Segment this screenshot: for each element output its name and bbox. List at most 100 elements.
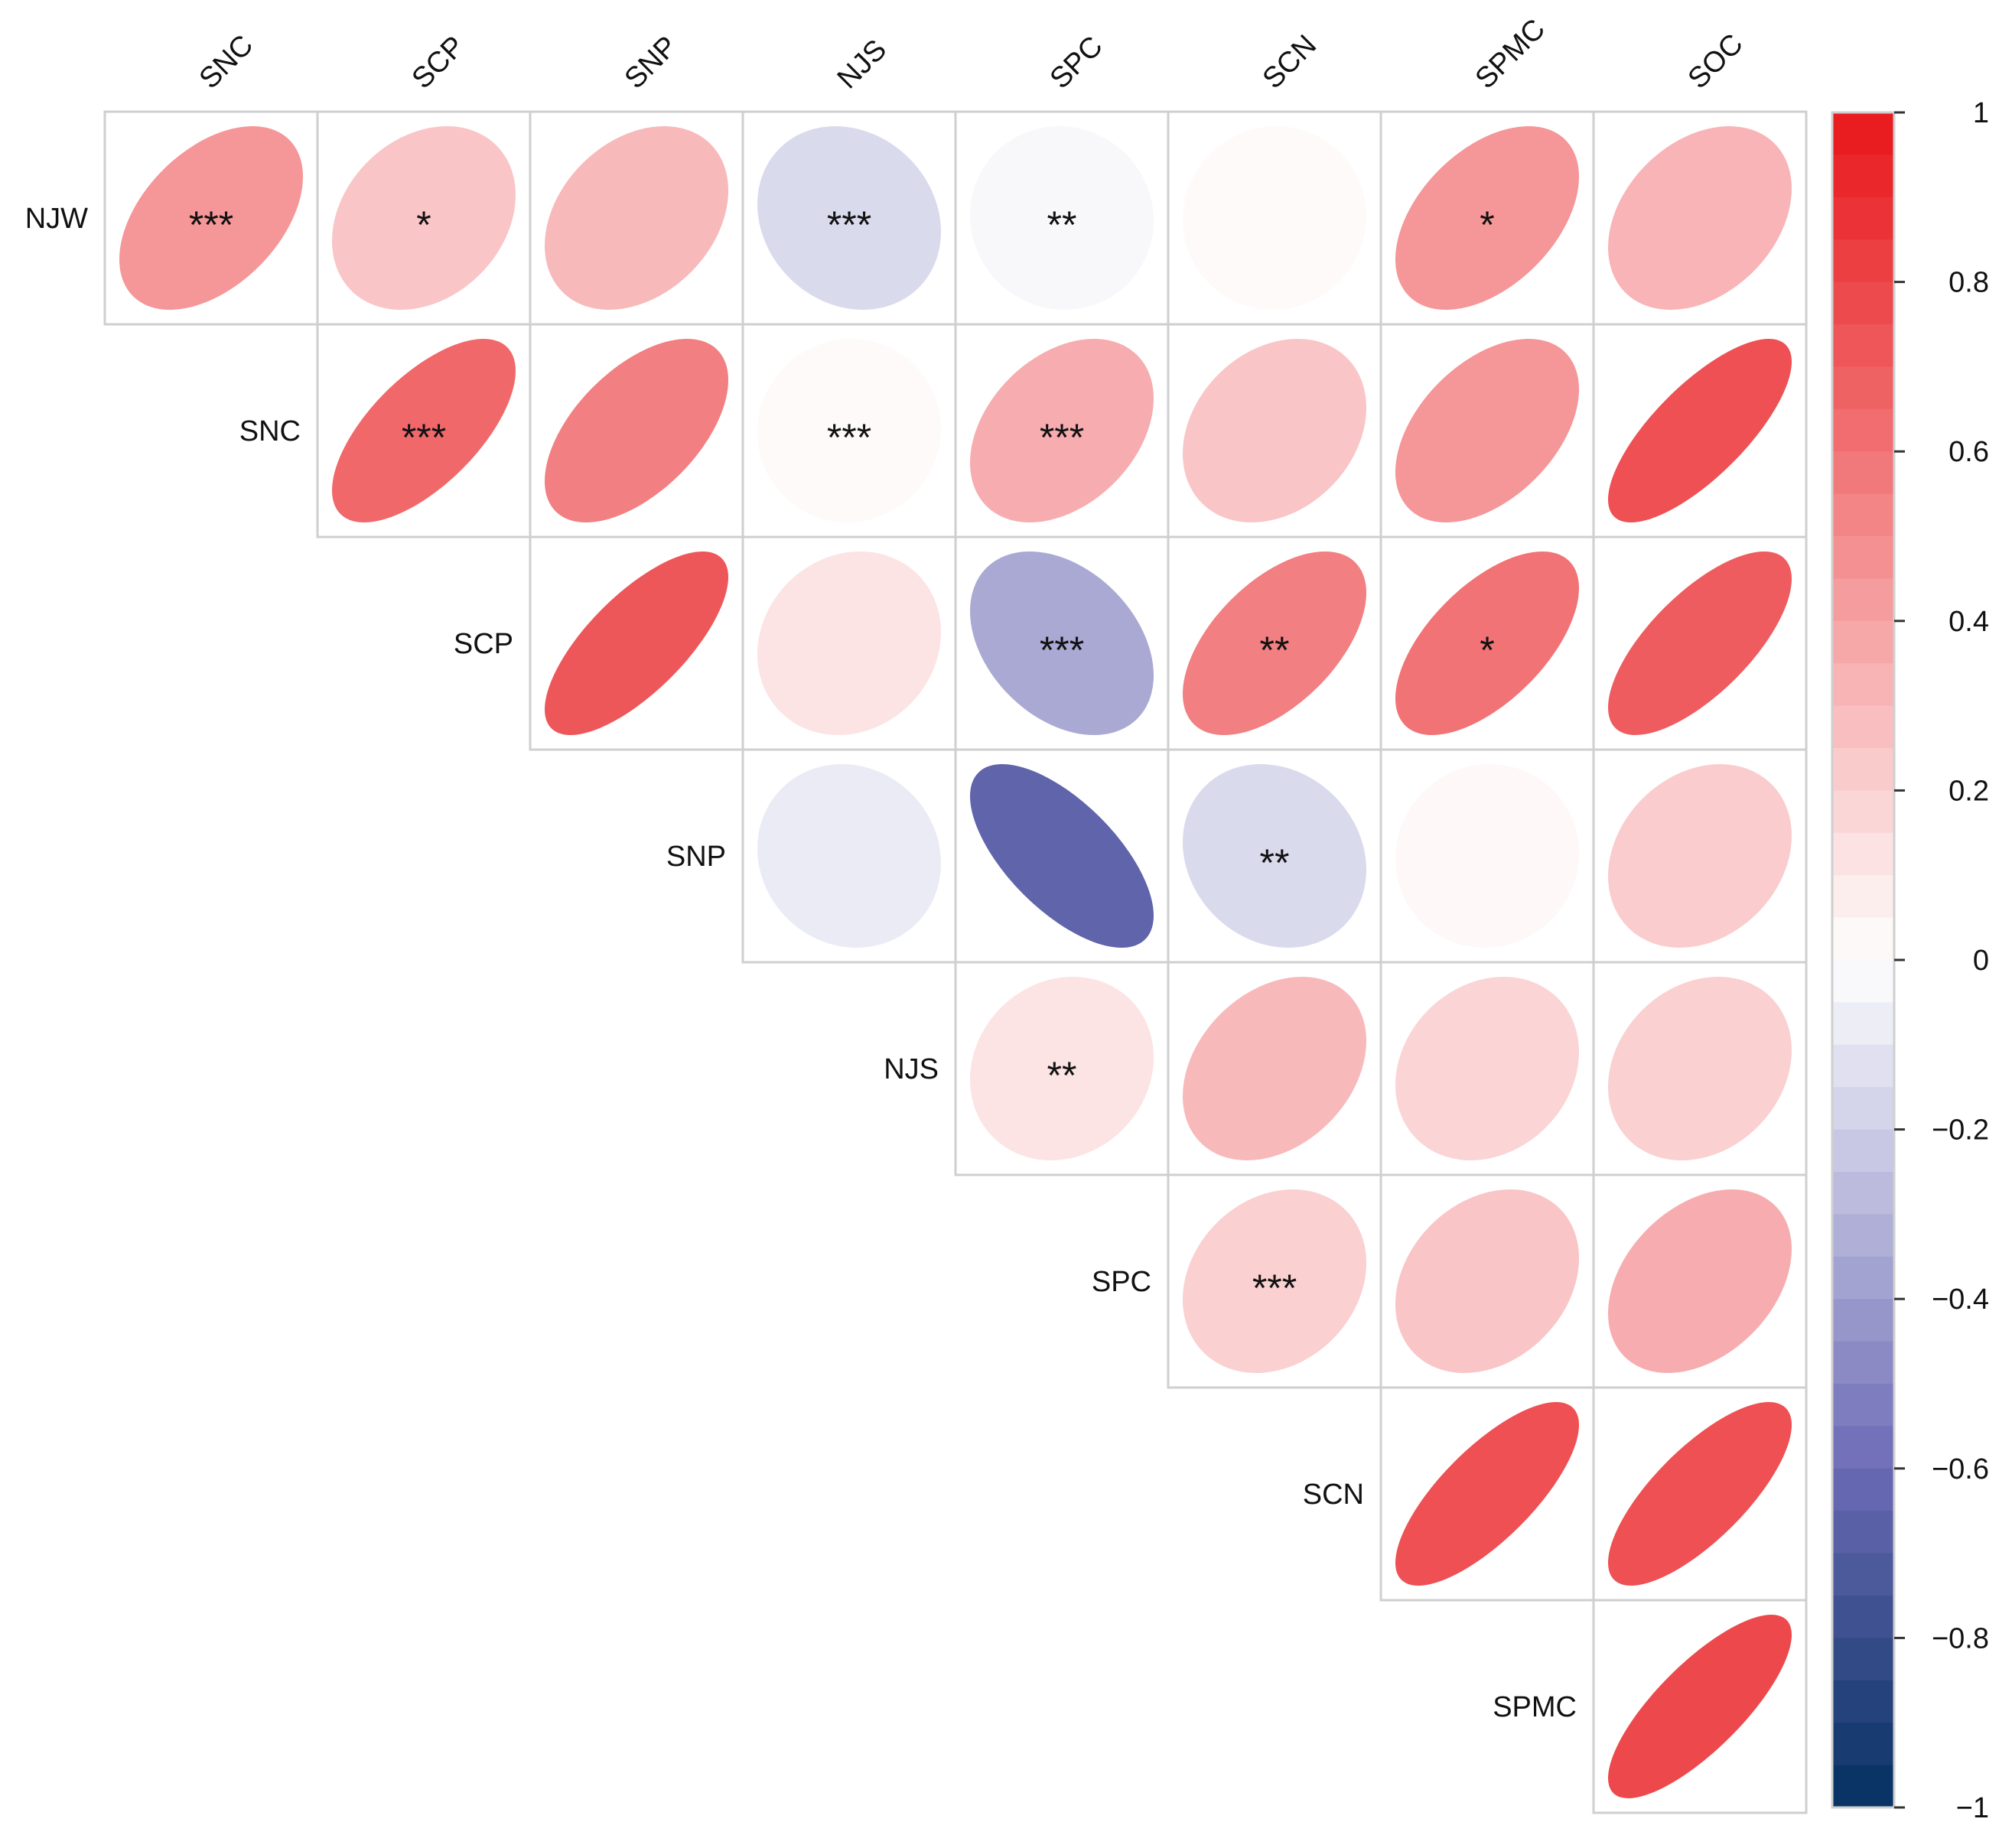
correlation-ellipse [1183,977,1367,1161]
colorbar-tick-label: 1 [1973,97,1989,129]
colorbar-tick-label: −0.2 [1932,1114,1989,1147]
colorbar-tick-label: 0.4 [1949,606,1989,638]
correlation-ellipse [1395,976,1579,1160]
colorbar-tick-label: −0.6 [1932,1453,1989,1485]
significance-label: ** [1260,841,1290,884]
significance-label: ** [1260,629,1290,672]
colorbar-segment [1832,1299,1894,1342]
correlation-ellipse [757,551,941,736]
colorbar-tick-label: 0.8 [1949,267,1989,299]
colorbar-segment [1832,1680,1894,1723]
row-label: SNC [239,415,301,447]
correlation-ellipse [970,977,1154,1161]
correlation-ellipse [119,126,303,310]
significance-label: *** [189,203,233,246]
colorbar-segment [1832,324,1894,368]
colorbar-segment [1832,875,1894,919]
column-label: SOC [1682,28,1750,95]
column-label: SCN [1257,29,1323,95]
significance-label: * [416,203,431,246]
colorbar-segment [1832,1765,1894,1808]
significance-label: *** [1252,1267,1297,1310]
correlation-ellipse [1607,339,1792,523]
significance-label: *** [1040,416,1084,459]
colorbar-segment [1832,536,1894,580]
correlation-ellipse [1607,551,1792,736]
colorbar-segment [1832,197,1894,240]
correlation-ellipse [1395,1189,1579,1373]
correlation-ellipse [970,338,1154,522]
column-label: SPC [1044,30,1109,95]
colorbar-segment [1832,832,1894,876]
colorbar-segment [1832,1511,1894,1554]
correlation-ellipse [545,126,728,310]
colorbar-segment [1832,705,1894,749]
colorbar-segment [1832,663,1894,707]
column-label: SNC [194,29,259,95]
colorbar-tick-label: −1 [1956,1792,1989,1824]
correlation-ellipse [1607,764,1792,948]
significance-label: ** [1047,1054,1077,1097]
colorbar-segment [1832,1468,1894,1511]
colorbar-segment [1832,578,1894,622]
colorbar-segment [1832,451,1894,495]
colorbar-segment [1832,1087,1894,1131]
colorbar-segment [1832,1129,1894,1173]
correlation-ellipse [1395,551,1580,735]
colorbar-segment [1832,1341,1894,1384]
row-label: SCP [454,628,513,660]
correlation-ellipse [1607,1402,1792,1586]
column-label: SCP [406,30,471,95]
correlation-ellipse [332,125,516,310]
significance-label: * [1480,629,1494,672]
colorbar-segment [1832,917,1894,961]
correlation-ellipse [1395,126,1579,311]
correlation-ellipse [1183,338,1367,523]
correlation-ellipse [757,339,941,523]
correlation-ellipse [757,125,942,311]
correlation-ellipse [544,339,728,523]
colorbar-segment [1832,1638,1894,1681]
correlation-ellipse [757,763,942,948]
colorbar-segment [1832,281,1894,325]
colorbar-segment [1832,1256,1894,1300]
colorbar-segment [1832,748,1894,792]
colorbar-segment [1832,1723,1894,1766]
column-label: NJS [832,34,893,95]
correlation-ellipse [1395,339,1579,523]
colorbar-segment [1832,790,1894,834]
correlation-ellipse [1395,1402,1579,1586]
significance-label: * [1480,203,1494,246]
correlation-ellipse [1608,976,1792,1160]
row-label: SNP [666,841,726,873]
colorbar-tick-label: 0 [1973,945,1989,977]
colorbar-segment [1832,1553,1894,1596]
correlation-ellipse [332,339,516,523]
correlation-ellipse [1607,1615,1792,1799]
column-label: SNP [619,30,684,95]
colorbar-segment [1832,1002,1894,1046]
colorbar-segment [1832,112,1894,156]
colorbar-segment [1832,408,1894,452]
row-label: SPMC [1493,1691,1577,1723]
colorbar-segment [1832,366,1894,410]
colorbar-segment [1832,1214,1894,1257]
correlation-ellipse [1183,1189,1367,1373]
colorbar-segment [1832,1384,1894,1427]
significance-label: *** [402,416,446,459]
colorbar-tick-label: 0.6 [1949,436,1989,468]
row-label: SPC [1092,1266,1151,1298]
cell-border [1592,1599,1808,1814]
correlation-ellipse [1607,1189,1792,1374]
row-label: NJS [884,1053,939,1085]
correlation-ellipse [544,551,728,736]
correlation-ellipse [969,764,1154,948]
correlation-ellipse [969,125,1154,310]
significance-label: *** [827,416,871,459]
correlation-ellipse [1182,764,1366,948]
colorbar-tick-label: −0.8 [1932,1622,1989,1654]
correlation-ellipse [1183,551,1367,736]
significance-label: ** [1047,203,1077,246]
colorbar-tick-label: 0.2 [1949,775,1989,807]
